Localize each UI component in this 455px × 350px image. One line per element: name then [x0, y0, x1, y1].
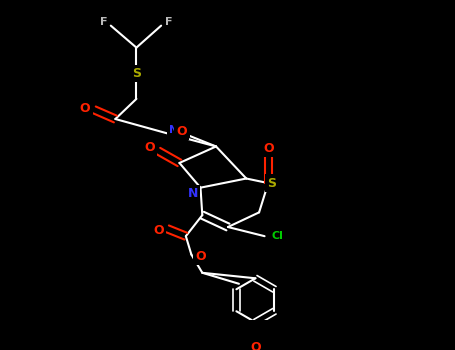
- Text: S: S: [132, 67, 141, 80]
- Text: NH: NH: [169, 125, 188, 135]
- Text: O: O: [250, 341, 261, 350]
- Text: N: N: [188, 187, 198, 199]
- Text: F: F: [100, 17, 107, 27]
- Text: Cl: Cl: [272, 231, 283, 241]
- Text: O: O: [153, 224, 164, 237]
- Text: O: O: [176, 125, 187, 138]
- Text: O: O: [195, 250, 206, 263]
- Text: O: O: [144, 141, 155, 154]
- Text: S: S: [268, 177, 276, 190]
- Text: O: O: [263, 142, 273, 155]
- Text: O: O: [80, 102, 91, 114]
- Text: F: F: [165, 17, 172, 27]
